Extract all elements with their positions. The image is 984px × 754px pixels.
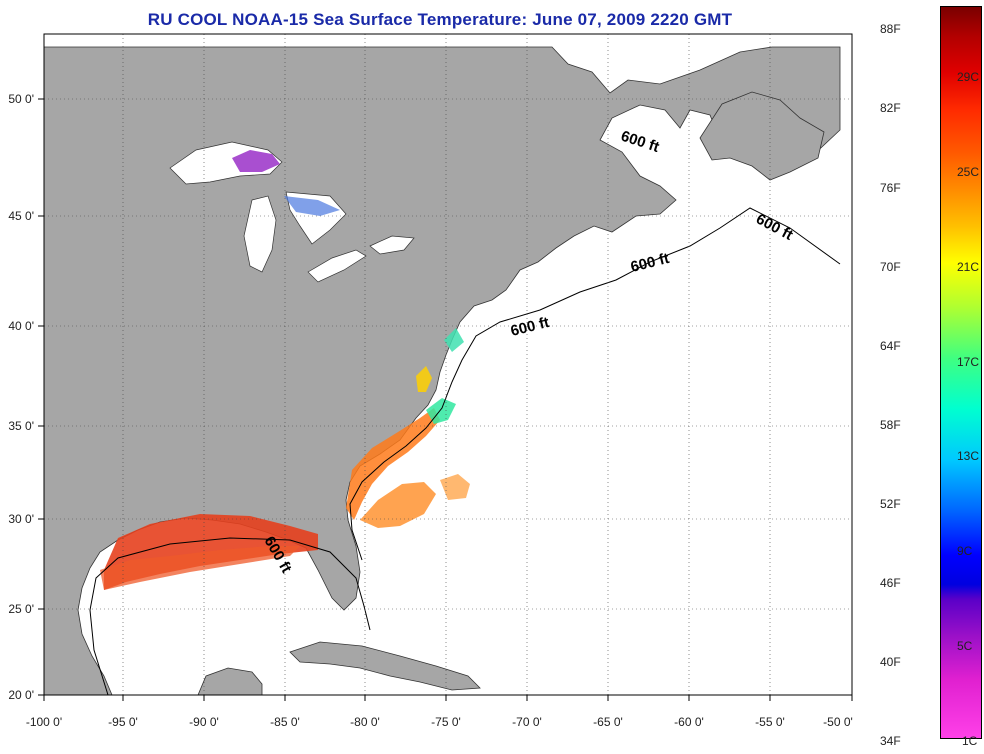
colorbar-label-f: 52F: [880, 497, 901, 511]
sst-offshore-patch: [440, 474, 470, 500]
sst-cape-hatteras: [426, 398, 456, 424]
colorbar-label-c: 17C: [957, 355, 980, 369]
colorbar-label-c: 1C: [962, 734, 978, 748]
colorbar-label-f: 70F: [880, 260, 901, 274]
x-tick-label: -85 0': [270, 715, 300, 729]
lake-ontario: [369, 235, 415, 255]
x-tick-label: -70 0': [512, 715, 542, 729]
colorbar-label-c: 9C: [957, 544, 973, 558]
tick-marks: [38, 98, 853, 701]
lake-erie: [307, 249, 367, 283]
y-tick-label: 40 0': [8, 319, 34, 333]
sst-lake-superior: [232, 150, 280, 172]
y-tick-label: 20 0': [8, 688, 34, 702]
colorbar-label-c: 25C: [957, 165, 980, 179]
sst-new-jersey: [444, 328, 464, 352]
x-tick-label: -65 0': [593, 715, 623, 729]
temperature-colorbar: [940, 6, 982, 739]
grid: [44, 34, 852, 695]
colorbar-label-f: 40F: [880, 655, 901, 669]
plot-frame: [43, 33, 853, 696]
colorbar-label-f: 76F: [880, 181, 901, 195]
colorbar-label-f: 64F: [880, 339, 901, 353]
map-title: RU COOL NOAA-15 Sea Surface Temperature:…: [147, 10, 733, 29]
colorbar-label-f: 88F: [880, 22, 901, 36]
x-tick-label: -90 0': [189, 715, 219, 729]
sst-data: [100, 150, 470, 590]
sst-mid-atlantic: [416, 366, 432, 392]
sst-gulf-stream-patch: [360, 482, 436, 528]
colorbar-label-c: 29C: [957, 70, 980, 84]
colorbar-label-f: 46F: [880, 576, 901, 590]
y-tick-label: 30 0': [8, 512, 34, 526]
sst-lake-huron: [284, 196, 340, 216]
x-tick-label: -100 0': [26, 715, 62, 729]
colorbar-label-f: 34F: [880, 734, 901, 748]
land-newfoundland: [699, 91, 825, 181]
colorbar-label-c: 21C: [957, 260, 980, 274]
y-tick-label: 50 0': [8, 92, 34, 106]
y-tick-label: 25 0': [8, 602, 34, 616]
land-cuba: [289, 641, 481, 691]
y-tick-label: 45 0': [8, 209, 34, 223]
x-tick-label: -75 0': [431, 715, 461, 729]
colorbar-label-f: 82F: [880, 101, 901, 115]
x-tick-label: -55 0': [755, 715, 785, 729]
x-tick-label: -50 0': [823, 715, 853, 729]
y-tick-label: 35 0': [8, 419, 34, 433]
colorbar-label-c: 13C: [957, 449, 980, 463]
colorbar-label-f: 58F: [880, 418, 901, 432]
lake-michigan: [243, 195, 277, 273]
colorbar-label-c: 5C: [957, 639, 973, 653]
sst-gulf-south-band: [100, 546, 300, 590]
x-tick-label: -60 0': [674, 715, 704, 729]
x-tick-label: -80 0': [350, 715, 380, 729]
x-tick-label: -95 0': [108, 715, 138, 729]
isobath-600ft: [89, 207, 841, 696]
